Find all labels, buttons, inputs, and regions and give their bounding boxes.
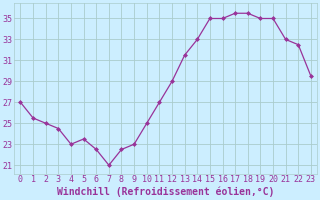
- X-axis label: Windchill (Refroidissement éolien,°C): Windchill (Refroidissement éolien,°C): [57, 187, 274, 197]
